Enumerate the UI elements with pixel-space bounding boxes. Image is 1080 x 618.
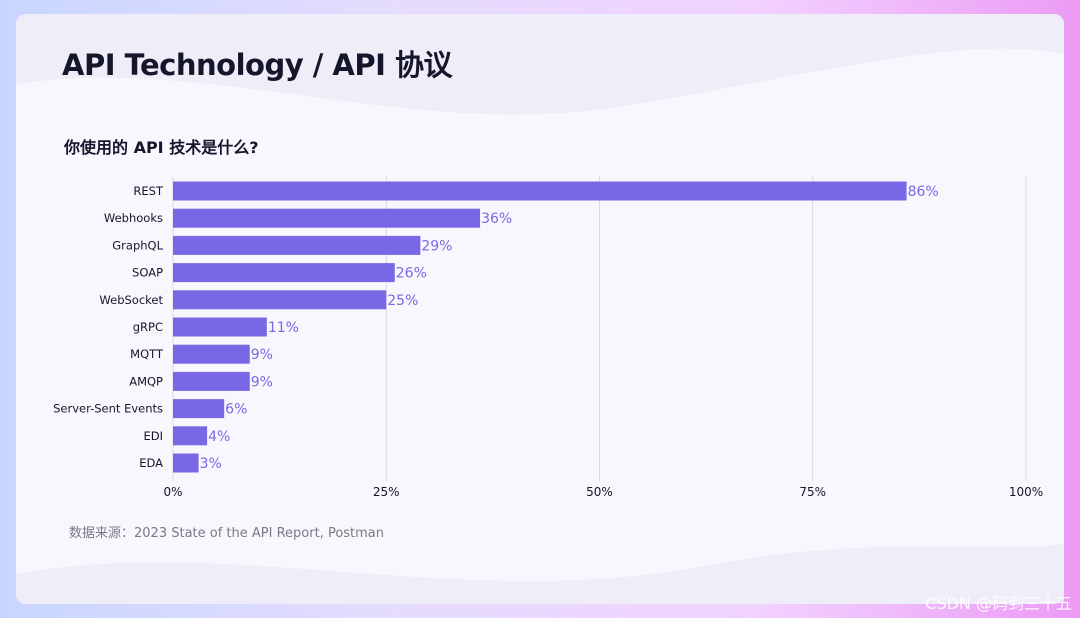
category-label: SOAP <box>132 266 163 280</box>
x-tick-label: 0% <box>163 485 182 499</box>
category-label: WebSocket <box>99 293 163 307</box>
bar <box>173 344 250 364</box>
bar <box>173 371 250 391</box>
category-label: MQTT <box>130 347 164 361</box>
slide-card: API Technology / API 协议 你使用的 API 技术是什么? … <box>16 14 1064 604</box>
category-label: EDI <box>143 429 163 443</box>
category-label: gRPC <box>133 320 163 334</box>
bar <box>173 317 267 337</box>
csdn-watermark: CSDN @码到三十五 <box>925 594 1072 613</box>
category-label: Webhooks <box>104 211 163 225</box>
x-tick-label: 100% <box>1009 485 1043 499</box>
bar <box>173 453 199 473</box>
data-source-note: 数据来源：2023 State of the API Report, Postm… <box>69 526 385 541</box>
x-tick-label: 50% <box>586 485 613 499</box>
bar-value-label: 9% <box>251 374 273 390</box>
bar <box>173 290 387 310</box>
slide-title: API Technology / API 协议 <box>62 48 452 82</box>
bar-value-label: 25% <box>387 293 418 309</box>
bar-value-label: 9% <box>251 347 273 363</box>
bar-value-label: 36% <box>481 211 512 227</box>
bar-value-label: 6% <box>225 402 247 418</box>
category-label: REST <box>133 184 164 198</box>
bar-value-label: 26% <box>396 266 427 282</box>
bar <box>173 426 208 446</box>
x-tick-label: 25% <box>373 485 400 499</box>
bar <box>173 263 395 283</box>
bar-value-label: 86% <box>908 184 939 200</box>
bar <box>173 208 481 228</box>
bar-value-label: 3% <box>200 456 222 472</box>
background-wave <box>16 14 1064 604</box>
x-tick-label: 75% <box>799 485 826 499</box>
bar <box>173 181 907 201</box>
category-label: Server-Sent Events <box>53 402 163 416</box>
survey-question: 你使用的 API 技术是什么? <box>64 138 259 157</box>
category-label: EDA <box>139 456 163 470</box>
bar <box>173 399 225 419</box>
category-label: GraphQL <box>112 238 163 252</box>
category-label: AMQP <box>129 374 163 388</box>
bar-value-label: 4% <box>208 429 230 445</box>
bar-value-label: 11% <box>268 320 299 336</box>
bar-value-label: 29% <box>421 238 452 254</box>
bar <box>173 235 421 255</box>
bar-chart: 0% 25% 50% 75% 100% REST 86% Webhooks 36% GraphQL… <box>53 176 1043 499</box>
